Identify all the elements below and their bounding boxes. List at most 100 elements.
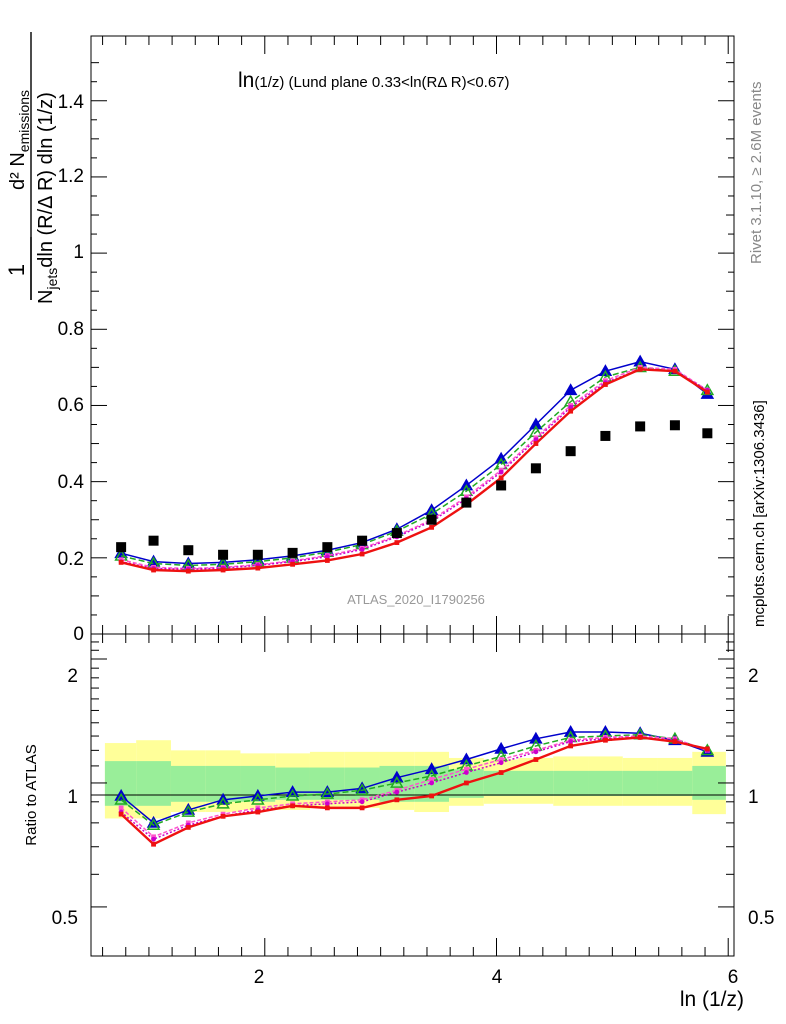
ratio-series-2-point [181, 805, 196, 817]
ratio-series-5-point [394, 797, 400, 803]
ratio-tick-label-0.5-right: 0.5 [748, 908, 774, 929]
x-tick-label-2: 2 [254, 967, 265, 988]
ratio-series-5-point [290, 803, 295, 809]
ratio-series-5-point [255, 809, 261, 815]
main-series-3-line [120, 366, 708, 570]
ratio-series-3-point [151, 834, 156, 840]
data-point [702, 428, 713, 439]
ratio-series-4-point [429, 780, 435, 786]
y-tick-label-1: 1 [73, 242, 84, 263]
main-series-5-point [704, 389, 710, 395]
main-series-5-line [120, 368, 709, 573]
data-point [461, 497, 472, 508]
ratio-series-3-point [498, 757, 504, 762]
data-point [148, 535, 159, 546]
ratio-series-4-point [394, 789, 400, 795]
ratio-series-5-point [498, 770, 504, 775]
ratio-series-5-point [220, 813, 226, 819]
ratio-y-ticks [91, 641, 734, 908]
main-series-5-point [603, 382, 608, 387]
main-series-5-point [118, 559, 124, 565]
data-point [116, 542, 127, 553]
main-series-5-point [290, 561, 295, 567]
band-inner-bin [622, 770, 658, 796]
ratio-series-5-point [463, 780, 469, 786]
main-series-5-point [151, 567, 156, 573]
ratio-mc-series [114, 724, 715, 847]
ratio-series-5-point [704, 746, 710, 752]
main-mc-series [114, 354, 715, 574]
rivet-label: Rivet 3.1.10, ≥ 2.6M events [748, 82, 765, 265]
main-series-5-point [394, 540, 400, 545]
main-series-4-line [120, 368, 708, 570]
ratio-series-5-point [118, 811, 124, 817]
ratio-series-2-line [120, 733, 708, 826]
band-inner-bin [657, 770, 693, 796]
x-tick-label-4: 4 [492, 967, 503, 988]
ratio-series-5-point [672, 739, 678, 745]
data-point [357, 535, 368, 546]
main-series-5-point [568, 408, 574, 414]
y-tick-label-0.8: 0.8 [58, 319, 84, 340]
main-series-4-point [498, 469, 504, 475]
data-point [635, 421, 646, 432]
ratio-series-5-point [151, 841, 156, 847]
y-tick-label-0.4: 0.4 [58, 472, 85, 493]
ratio-series-4-point [568, 739, 574, 745]
data-point [287, 547, 298, 558]
data-point [565, 446, 576, 457]
ratio-series-5-line [120, 736, 708, 846]
ratio-series-5-point [324, 805, 330, 811]
data-point [183, 545, 194, 556]
main-series-4-point [324, 554, 330, 560]
main-series-5-point [637, 366, 643, 372]
ratio-series-5-point [185, 824, 191, 830]
ratio-series-2-point [114, 792, 128, 805]
y-label-denominator: Njetsdln (R/Δ R) dln (1/z) [35, 92, 60, 304]
ratio-series-2-point [216, 796, 230, 809]
ratio-series-5-point [533, 757, 539, 762]
main-panel-frame [90, 35, 735, 635]
ratio-series-1-point [459, 752, 474, 765]
data-point [530, 463, 541, 474]
ratio-tick-label-0.5-left: 0.5 [52, 908, 78, 929]
ratio-series-4-point [498, 760, 504, 766]
y-label-numer-d2: d² N [7, 152, 29, 190]
x-ticks [102, 36, 729, 956]
y-label-numer-sub: emissions [16, 90, 32, 152]
x-tick-label-6: 6 [728, 967, 739, 988]
main-series-1-line [120, 360, 708, 565]
y-label-denom-sub: jets [44, 268, 60, 291]
ratio-tick-label-2-right: 2 [748, 666, 759, 687]
main-series-5-point [498, 475, 504, 481]
y-tick-label-1.4: 1.4 [58, 92, 85, 113]
ratio-series-2-point [390, 775, 404, 788]
plot-title-main: ln [238, 69, 254, 92]
main-series-5-point [359, 551, 365, 557]
data-point [496, 480, 507, 491]
ratio-series-5-point [568, 743, 574, 749]
ratio-series-1-point [529, 731, 543, 744]
ratio-series-4-point [463, 770, 469, 775]
y-label-numerator: d² Nemissions [7, 90, 32, 190]
ratio-series-3-point [429, 777, 435, 782]
main-series-5-point [672, 368, 678, 374]
data-point [426, 514, 437, 525]
data-point [600, 430, 611, 441]
y-tick-label-1.2: 1.2 [58, 166, 84, 187]
ratio-series-2-point [251, 792, 265, 805]
ratio-series-5-point [429, 793, 435, 799]
ratio-tick-label-1-left: 1 [67, 787, 78, 808]
ratio-series-2-point [320, 787, 335, 799]
y-tick-label-0: 0 [73, 624, 84, 645]
ratio-tick-label-1-right: 1 [748, 787, 759, 808]
ratio-series-2-point [146, 818, 161, 830]
plot-title: ln(1/z) (Lund plane 0.33<ln(RΔ R)<0.67) [238, 69, 510, 92]
band-inner-bin [553, 770, 589, 796]
data-point [252, 549, 263, 560]
main-series-4-point [568, 404, 574, 410]
ratio-series-3-point [118, 805, 124, 811]
x-axis-label: ln (1/z) [680, 988, 744, 1011]
band-inner-bin [170, 765, 206, 802]
